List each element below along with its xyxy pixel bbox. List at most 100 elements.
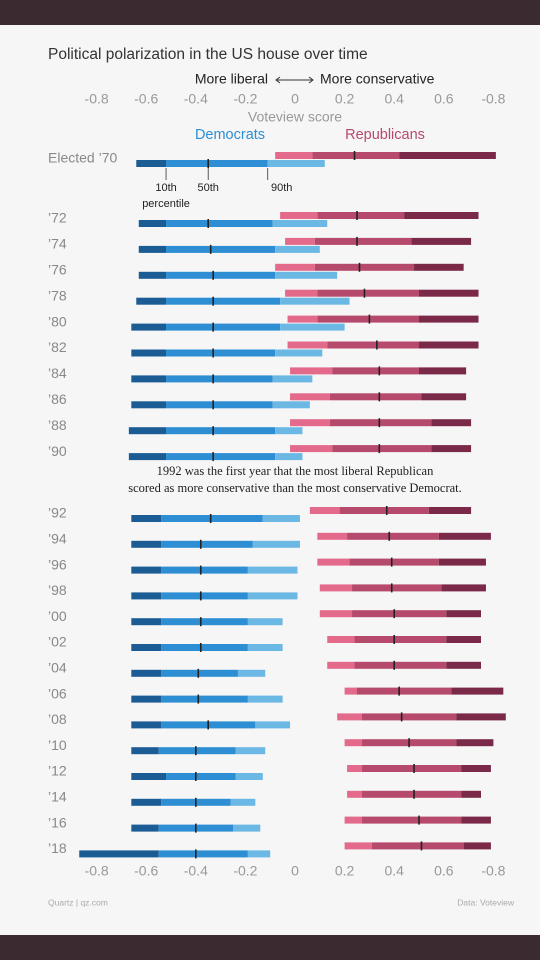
range-segment (255, 721, 291, 729)
range-segment (131, 644, 162, 651)
x-tick-label: -0.8 (85, 863, 109, 879)
range-segment (138, 271, 167, 279)
range-segment (347, 790, 362, 798)
range-segment (317, 532, 348, 540)
chart-title: Political polarization in the US house o… (48, 46, 368, 63)
range-segment (371, 842, 464, 850)
range-segment (421, 393, 467, 401)
x-tick-label: -0.2 (233, 863, 257, 879)
range-segment (275, 453, 303, 461)
range-segment (446, 610, 481, 618)
range-segment (319, 584, 353, 592)
range-segment (131, 592, 162, 600)
range-segment (441, 584, 486, 592)
range-segment (158, 747, 236, 755)
row-label: ’16 (48, 814, 67, 830)
range-segment (131, 566, 162, 574)
range-segment (161, 644, 248, 651)
range-segment (419, 341, 479, 349)
range-segment (344, 739, 362, 747)
row-label: Elected ’70 (48, 150, 117, 166)
range-segment (138, 220, 167, 227)
range-segment (327, 661, 355, 669)
range-segment (275, 245, 320, 253)
range-segment (166, 245, 276, 253)
range-segment (247, 850, 271, 858)
range-segment (339, 507, 429, 514)
range-segment (166, 160, 268, 167)
range-segment (361, 816, 462, 824)
x-tick-label: 0.4 (384, 863, 404, 879)
range-segment (166, 375, 273, 383)
x-tick-label: -0.2 (233, 91, 257, 107)
x-tick-label: -0.6 (134, 91, 158, 107)
range-segment (438, 558, 486, 566)
range-segment (131, 669, 162, 677)
direction-right: More conservative (320, 71, 435, 87)
range-segment (131, 618, 162, 626)
range-segment (161, 566, 248, 574)
range-segment (317, 212, 405, 219)
range-segment (456, 739, 494, 747)
range-segment (352, 610, 447, 618)
x-tick-label: -0.8 (85, 91, 109, 107)
row-label: ’72 (48, 210, 67, 226)
row-label: ’02 (48, 634, 67, 650)
range-segment (131, 824, 159, 832)
range-segment (166, 773, 236, 780)
percentile-label: 10th (155, 182, 176, 194)
range-segment (290, 419, 330, 427)
range-segment (161, 618, 248, 626)
x-tick-label: -0.4 (184, 91, 208, 107)
range-segment (166, 349, 276, 357)
range-segment (317, 289, 419, 297)
legend-republicans: Republicans (345, 127, 425, 143)
legend-democrats: Democrats (195, 127, 265, 143)
range-segment (319, 610, 353, 618)
range-segment (166, 323, 281, 331)
range-segment (446, 661, 481, 669)
row-label: ’06 (48, 685, 67, 701)
range-segment (332, 445, 432, 453)
annotation: scored as more conservative than the mos… (128, 481, 462, 495)
range-segment (262, 515, 300, 522)
range-segment (352, 584, 442, 592)
x-tick-label: 0.6 (434, 91, 454, 107)
row-label: ’86 (48, 391, 67, 407)
range-segment (166, 297, 281, 305)
range-segment (131, 540, 162, 548)
range-segment (354, 661, 447, 669)
row-label: ’88 (48, 417, 67, 433)
range-segment (337, 713, 362, 721)
percentile-label: 90th (271, 182, 292, 194)
row-label: ’12 (48, 763, 67, 779)
row-label: ’92 (48, 505, 67, 521)
x-tick-label: -0.4 (184, 863, 208, 879)
range-segment (411, 237, 472, 245)
range-segment (237, 669, 266, 677)
x-tick-label: 0.4 (384, 91, 404, 107)
range-segment (161, 669, 238, 677)
range-segment (456, 713, 506, 721)
range-segment (128, 427, 167, 435)
direction-left: More liberal (195, 71, 268, 87)
range-segment (161, 592, 248, 600)
row-label: ’94 (48, 531, 67, 547)
range-segment (347, 532, 439, 540)
range-segment (280, 212, 318, 219)
range-segment (136, 160, 167, 167)
range-segment (131, 515, 162, 522)
source-right: Data: Voteview (457, 897, 515, 907)
range-segment (131, 721, 162, 729)
row-label: ’78 (48, 287, 67, 303)
row-label: ’10 (48, 737, 67, 753)
range-segment (290, 393, 330, 401)
row-label: ’82 (48, 339, 67, 355)
top-band (0, 0, 540, 25)
range-segment (275, 349, 323, 357)
range-segment (399, 152, 496, 159)
range-segment (252, 540, 300, 548)
row-label: ’98 (48, 582, 67, 598)
annotation: 1992 was the first year that the most li… (157, 464, 434, 478)
row-label: ’80 (48, 313, 67, 329)
